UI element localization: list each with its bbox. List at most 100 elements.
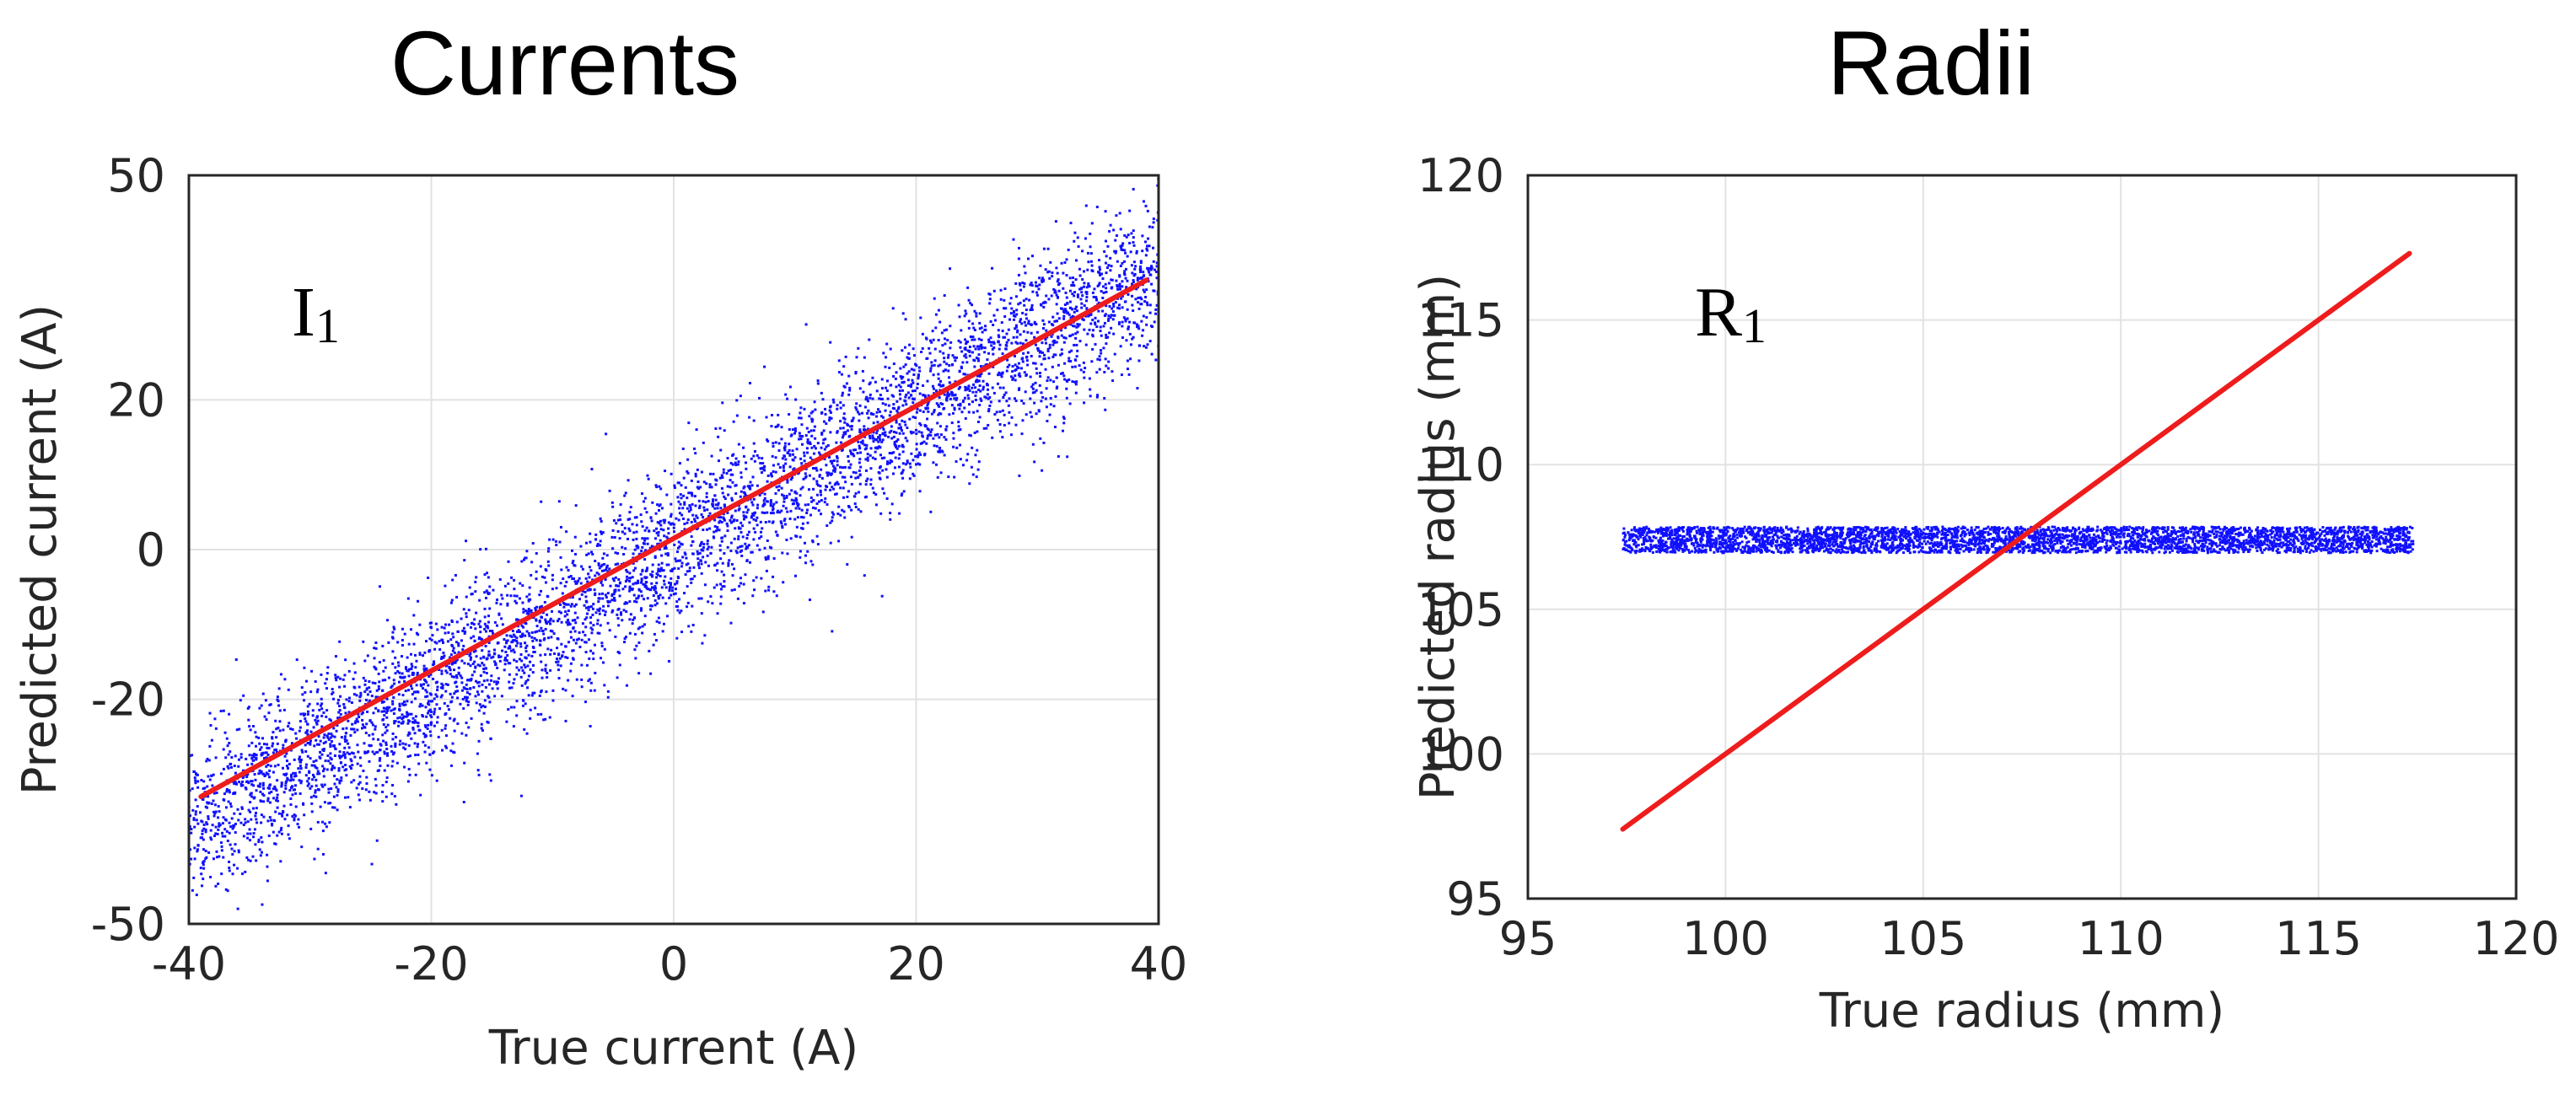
scatter-point: [192, 818, 196, 821]
scatter-point: [343, 684, 347, 688]
scatter-point: [455, 595, 459, 598]
scatter-point: [218, 822, 221, 825]
scatter-point: [1018, 474, 1021, 477]
scatter-point: [729, 621, 733, 625]
scatter-point: [548, 716, 551, 719]
scatter-point: [237, 849, 240, 852]
scatter-point: [1041, 469, 1044, 472]
scatter-point: [1008, 411, 1011, 414]
scatter-point: [1028, 298, 1031, 302]
scatter-point: [1066, 455, 1069, 459]
scatter-point: [343, 746, 347, 749]
scatter-point: [829, 411, 832, 414]
scatter-point: [1004, 307, 1008, 310]
scatter-point: [1089, 322, 1093, 325]
scatter-point: [332, 697, 336, 700]
scatter-point: [551, 620, 555, 623]
scatter-point: [385, 711, 388, 714]
scatter-point: [1118, 287, 1121, 291]
scatter-point: [690, 520, 693, 523]
scatter-point: [504, 650, 508, 653]
scatter-point: [605, 596, 608, 599]
scatter-point: [633, 548, 637, 551]
scatter-point: [801, 527, 804, 530]
scatter-point: [968, 482, 971, 486]
scatter-point: [192, 817, 196, 820]
scatter-point: [879, 465, 882, 469]
scatter-point: [427, 723, 430, 727]
scatter-point: [831, 462, 834, 465]
scatter-point: [1125, 235, 1128, 239]
scatter-point: [1075, 305, 1078, 309]
scatter-point: [1125, 286, 1128, 289]
scatter-point: [215, 850, 218, 853]
scatter-point: [901, 375, 905, 378]
scatter-point: [260, 821, 263, 824]
scatter-point: [301, 693, 304, 696]
scatter-point: [726, 545, 729, 549]
scatter-point: [341, 754, 345, 757]
scatter-point: [951, 354, 955, 357]
scatter-point: [237, 758, 240, 761]
scatter-point: [234, 822, 237, 825]
scatter-point: [298, 770, 301, 774]
scatter-point: [723, 497, 727, 501]
scatter-point: [415, 684, 418, 687]
scatter-point: [404, 703, 407, 706]
scatter-point: [1039, 350, 1042, 353]
scatter-point: [455, 676, 459, 679]
scatter-point: [246, 836, 250, 840]
scatter-point: [600, 569, 604, 572]
scatter-point: [723, 495, 726, 498]
scatter-point: [887, 404, 890, 407]
scatter-point: [248, 754, 251, 757]
scatter-point: [311, 714, 315, 717]
scatter-point: [901, 381, 905, 384]
scatter-point: [283, 818, 287, 821]
scatter-point: [232, 824, 235, 828]
scatter-point: [467, 609, 471, 612]
scatter-point: [213, 717, 217, 721]
scatter-point: [462, 626, 465, 630]
scatter-point: [507, 662, 510, 665]
scatter-point: [831, 398, 835, 401]
scatter-point: [440, 672, 444, 675]
scatter-point: [475, 576, 478, 579]
scatter-point: [722, 468, 725, 471]
scatter-point: [716, 569, 719, 572]
scatter-point: [720, 536, 723, 539]
scatter-point: [872, 491, 875, 495]
scatter-point: [408, 732, 411, 735]
scatter-point: [834, 492, 837, 496]
scatter-point: [702, 556, 705, 559]
scatter-point: [700, 540, 703, 544]
scatter-point: [368, 690, 372, 694]
scatter-point: [1132, 187, 1135, 191]
scatter-point: [953, 394, 956, 397]
scatter-point: [690, 535, 693, 539]
scatter-point: [913, 354, 917, 357]
scatter-point: [1071, 365, 1074, 368]
scatter-point: [545, 569, 548, 572]
scatter-point: [342, 703, 346, 706]
scatter-point: [1037, 410, 1041, 413]
scatter-point: [798, 432, 801, 435]
scatter-point: [1105, 271, 1108, 275]
scatter-point: [1148, 303, 1152, 307]
scatter-point: [824, 488, 827, 491]
scatter-point: [583, 618, 587, 621]
scatter-point: [1132, 309, 1135, 313]
scatter-point: [683, 551, 686, 555]
scatter-point: [572, 626, 575, 630]
scatter-point: [799, 535, 802, 539]
scatter-point: [813, 425, 816, 428]
scatter-point: [478, 598, 481, 602]
scatter-point: [825, 464, 828, 467]
scatter-point: [1041, 351, 1044, 354]
scatter-point: [841, 475, 844, 479]
scatter-point: [577, 579, 580, 582]
scatter-point: [998, 335, 1001, 339]
scatter-point: [1022, 352, 1025, 355]
scatter-point: [309, 743, 312, 746]
scatter-point: [398, 702, 401, 706]
